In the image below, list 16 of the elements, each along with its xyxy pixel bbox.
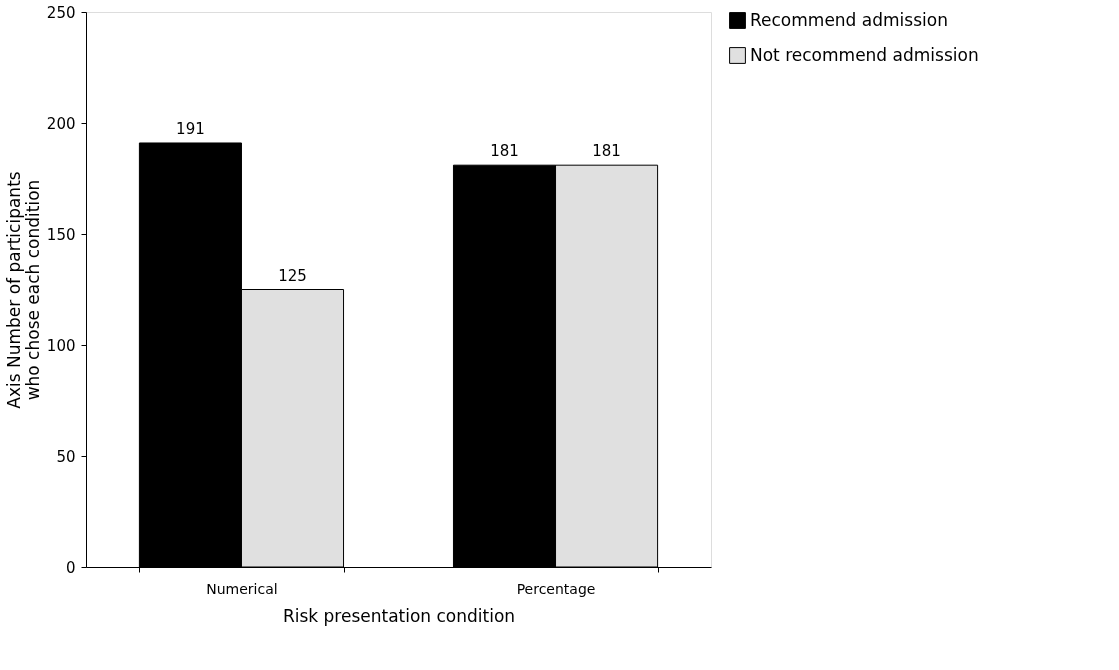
y-tick-label: 200 <box>46 114 76 133</box>
data-label: 191 <box>176 119 205 138</box>
y-tick-label: 50 <box>56 447 76 466</box>
data-label: 125 <box>278 266 307 285</box>
x-tick-label: Numerical <box>206 580 278 597</box>
legend-label: Not recommend admission <box>750 44 979 65</box>
y-tick-label: 0 <box>65 558 76 577</box>
data-label: 181 <box>592 142 621 161</box>
y-tick-label: 150 <box>46 225 76 244</box>
y-axis-title: Axis Number of participants who chose each condition <box>3 171 43 409</box>
x-axis-title: Risk presentation condition <box>282 605 516 626</box>
data-label: 181 <box>490 142 519 161</box>
legend-label: Recommend admission <box>750 9 948 30</box>
y-tick-label: 250 <box>46 3 76 22</box>
x-tick-label: Percentage <box>516 580 596 597</box>
y-tick-label: 100 <box>46 336 76 355</box>
